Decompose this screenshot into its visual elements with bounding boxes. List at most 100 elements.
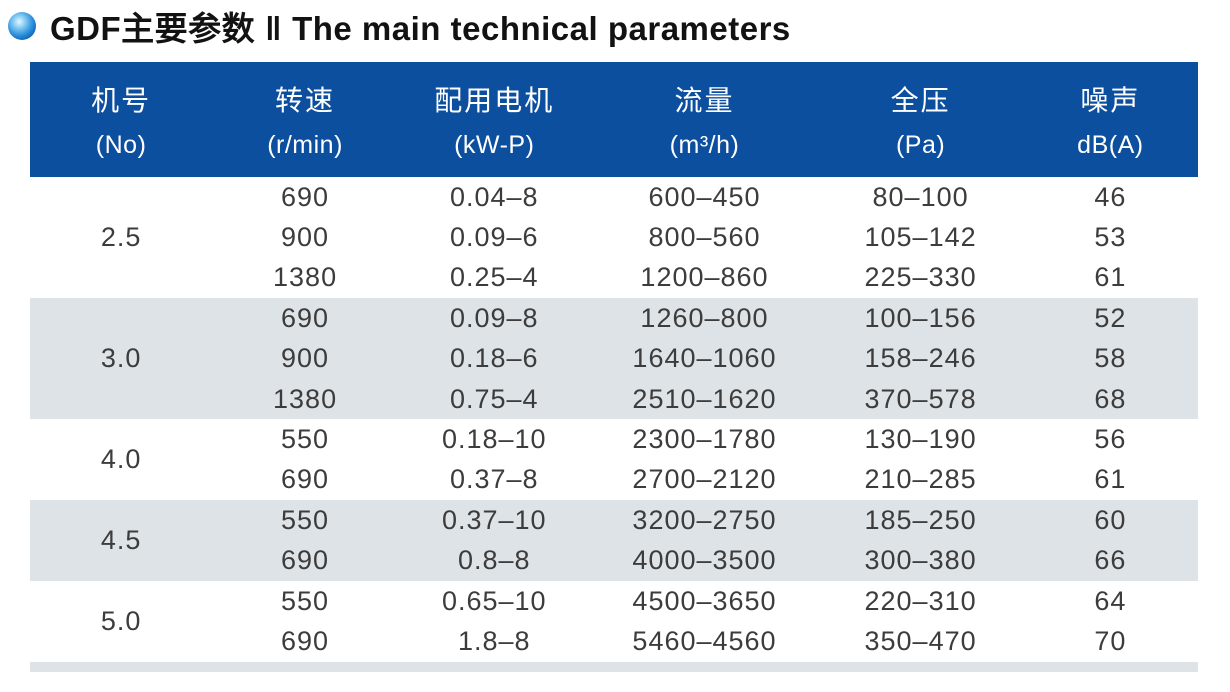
col-header-no-unit: (No): [95, 131, 147, 159]
cell-pressure: 130–190: [818, 419, 1023, 460]
cell-noise: 61: [1022, 459, 1198, 501]
cell-flow: 600–450: [590, 177, 819, 218]
cell-speed: 1380: [212, 257, 398, 299]
cell-motor: 0.65–10: [397, 580, 591, 622]
cell-speed: 690: [212, 298, 398, 339]
table-row: 5.0 550 0.65–10 4500–3650 220–310 64: [30, 580, 1198, 662]
header-row: 机号 (No) 转速 (r/min) 配用电机 (kW-P) 流量 (m³/h) 全压 (…: [30, 62, 1198, 177]
col-header-pressure-unit: (Pa): [895, 131, 946, 159]
cell-noise: 64: [1022, 580, 1198, 622]
page-title-en: The main technical parameters: [292, 10, 791, 47]
cell-motor: 0.09–6: [397, 217, 591, 258]
cell-pressure: 158–246: [818, 338, 1023, 379]
table-row: 4.5 550 0.37–10 3200–2750 185–250 60: [30, 500, 1198, 581]
col-header-motor-unit: (kW-P): [454, 131, 535, 159]
cell-noise: 70: [1022, 621, 1198, 662]
cell-flow: 3200–2750: [590, 500, 819, 541]
cell-noise: 46: [1022, 177, 1198, 218]
cell-pressure: 100–156: [818, 298, 1023, 339]
cell-flow: 1260–800: [590, 298, 819, 339]
cell-speed: 900: [212, 338, 398, 379]
cell-speed: 550: [212, 580, 398, 622]
col-header-flow: 流量 (m³/h): [590, 62, 819, 177]
cell-pressure: 185–250: [818, 500, 1023, 541]
group-no-cell: 5.0: [30, 580, 213, 662]
table-header: 机号 (No) 转速 (r/min) 配用电机 (kW-P) 流量 (m³/h) 全压 (…: [30, 62, 1198, 177]
col-header-pressure-cn: 全压: [890, 85, 951, 116]
col-header-speed: 转速 (r/min): [212, 62, 398, 177]
page-title-zh: GDF主要参数: [50, 10, 256, 47]
group-no-cell: 4.5: [30, 500, 213, 581]
cell-noise: 56: [1022, 419, 1198, 460]
col-header-motor-cn: 配用电机: [434, 85, 555, 116]
parameters-table: 机号 (No) 转速 (r/min) 配用电机 (kW-P) 流量 (m³/h) 全压 (…: [30, 62, 1198, 662]
col-header-no-cn: 机号: [91, 85, 152, 116]
cell-flow: 4500–3650: [590, 580, 819, 622]
cell-speed: 550: [212, 419, 398, 460]
cell-motor: 0.09–8: [397, 298, 591, 339]
cell-flow: 800–560: [590, 217, 819, 258]
cell-pressure: 350–470: [818, 621, 1023, 662]
col-header-noise: 噪声 dB(A): [1022, 62, 1198, 177]
table-row: 3.0 690 0.09–8 1260–800 100–156 52: [30, 298, 1198, 420]
table-row: 1380 0.25–4 1200–860 225–330 61: [30, 257, 1198, 299]
col-header-flow-cn: 流量: [674, 85, 735, 116]
cell-pressure: 300–380: [818, 540, 1023, 581]
col-header-motor: 配用电机 (kW-P): [397, 62, 591, 177]
table-row: 900 0.18–6 1640–1060 158–246 58: [30, 338, 1198, 379]
cell-pressure: 210–285: [818, 459, 1023, 501]
cell-speed: 900: [212, 217, 398, 258]
cell-noise: 61: [1022, 257, 1198, 299]
cell-flow: 1640–1060: [590, 338, 819, 379]
cell-motor: 0.04–8: [397, 177, 591, 218]
table-row: 690 1.8–8 5460–4560 350–470 70: [30, 621, 1198, 662]
group-no-cell: 3.0: [30, 298, 213, 420]
page-title: GDF主要参数 ‖ The main technical parameters: [50, 2, 791, 50]
col-header-speed-unit: (r/min): [267, 131, 343, 159]
cell-flow: 4000–3500: [590, 540, 819, 581]
cell-flow: 2510–1620: [590, 378, 819, 420]
section-title-row: GDF主要参数 ‖ The main technical parameters: [8, 4, 791, 48]
cell-motor: 0.25–4: [397, 257, 591, 299]
cell-speed: 690: [212, 459, 398, 501]
cell-motor: 0.37–10: [397, 500, 591, 541]
col-header-noise-unit: dB(A): [1077, 131, 1144, 159]
col-header-flow-unit: (m³/h): [669, 131, 740, 159]
cell-motor: 0.75–4: [397, 378, 591, 420]
cell-flow: 2700–2120: [590, 459, 819, 501]
cell-motor: 0.8–8: [397, 540, 591, 581]
cell-speed: 690: [212, 621, 398, 662]
cell-speed: 690: [212, 540, 398, 581]
cell-pressure: 80–100: [818, 177, 1023, 218]
cell-noise: 66: [1022, 540, 1198, 581]
cell-speed: 690: [212, 177, 398, 218]
cell-motor: 0.18–10: [397, 419, 591, 460]
cell-noise: 58: [1022, 338, 1198, 379]
cell-motor: 1.8–8: [397, 621, 591, 662]
col-header-speed-cn: 转速: [275, 85, 336, 116]
blue-sphere-bullet-icon: [8, 12, 36, 40]
cell-pressure: 370–578: [818, 378, 1023, 420]
page-title-separator: ‖: [265, 10, 283, 47]
cut-off-next-row: [30, 661, 1198, 672]
parameters-table-wrap: 机号 (No) 转速 (r/min) 配用电机 (kW-P) 流量 (m³/h) 全压 (…: [30, 62, 1198, 672]
table-row: 690 0.37–8 2700–2120 210–285 61: [30, 459, 1198, 501]
col-header-no: 机号 (No): [30, 62, 213, 177]
cell-motor: 0.18–6: [397, 338, 591, 379]
cell-noise: 60: [1022, 500, 1198, 541]
cell-pressure: 225–330: [818, 257, 1023, 299]
table-row: 2.5 690 0.04–8 600–450 80–100 46: [30, 177, 1198, 299]
cell-pressure: 220–310: [818, 580, 1023, 622]
group-no-cell: 4.0: [30, 419, 213, 501]
table-row: 4.0 550 0.18–10 2300–1780 130–190 56: [30, 419, 1198, 501]
cell-speed: 1380: [212, 378, 398, 420]
col-header-pressure: 全压 (Pa): [818, 62, 1023, 177]
table-row: 1380 0.75–4 2510–1620 370–578 68: [30, 378, 1198, 420]
table-row: 900 0.09–6 800–560 105–142 53: [30, 217, 1198, 258]
cell-flow: 2300–1780: [590, 419, 819, 460]
cell-pressure: 105–142: [818, 217, 1023, 258]
cell-flow: 1200–860: [590, 257, 819, 299]
table-row: 690 0.8–8 4000–3500 300–380 66: [30, 540, 1198, 581]
cell-noise: 53: [1022, 217, 1198, 258]
cell-motor: 0.37–8: [397, 459, 591, 501]
